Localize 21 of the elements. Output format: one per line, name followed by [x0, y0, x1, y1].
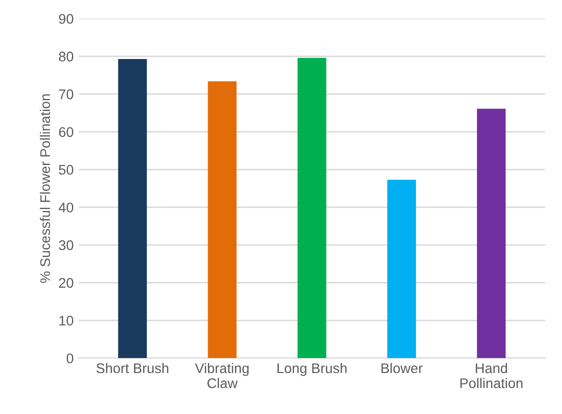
bar [118, 58, 147, 358]
y-tick-label: 20 [59, 278, 74, 288]
y-tick-label: 30 [58, 240, 74, 250]
y-axis-title: % Sucessful Flower Pollination [40, 94, 50, 283]
bar [387, 180, 416, 358]
y-tick-label: 10 [59, 316, 74, 326]
x-tick-label: Blower [382, 362, 423, 374]
y-tick-label: 80 [58, 52, 74, 62]
y-tick-label: 0 [66, 353, 74, 364]
bar [476, 108, 506, 358]
y-tick-label: 70 [59, 89, 74, 100]
y-tick-label: 90 [59, 14, 74, 24]
bar [298, 58, 326, 358]
x-tick-label: Long Brush [278, 362, 347, 376]
x-tick-label: Vibrating Claw [194, 362, 249, 388]
bar [208, 81, 237, 358]
x-tick-label: Hand Pollination [460, 362, 522, 388]
x-tick-label: Short Brush [96, 362, 168, 374]
y-tick-label: 60 [59, 127, 74, 137]
y-tick-label: 50 [58, 164, 74, 175]
y-tick-label: 40 [58, 202, 74, 212]
